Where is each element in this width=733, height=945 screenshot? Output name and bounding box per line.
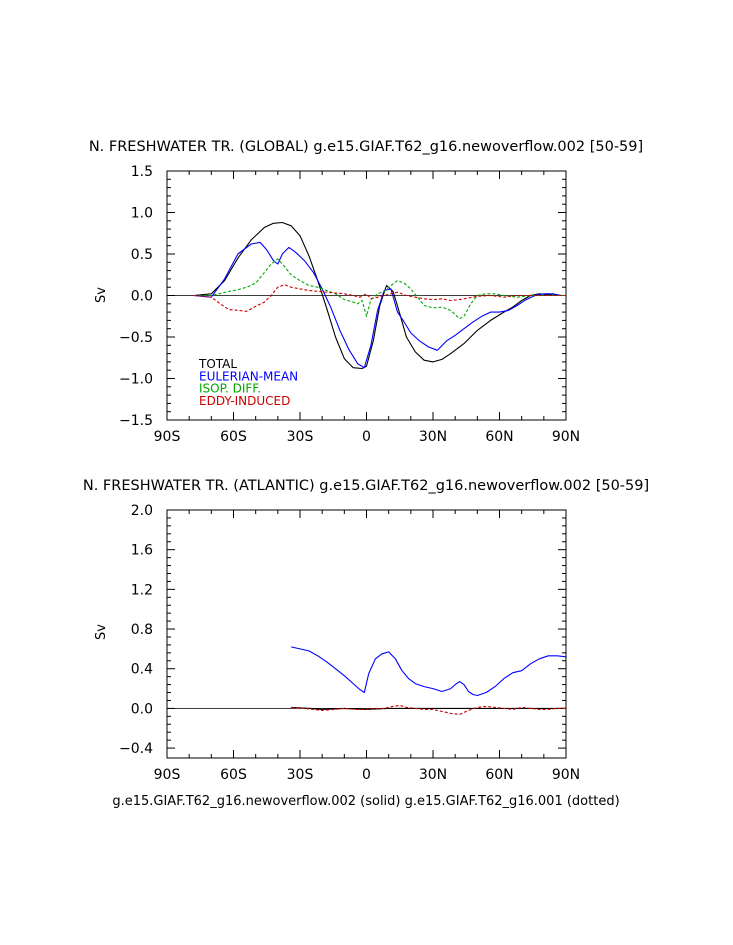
global-axes: 90S 60S 30S 0 30N 60N 90N −1.5 −1.0 −0.5 0.0 0.5 1.0… (119, 164, 580, 445)
atlantic-y-tick-label: 0.8 (131, 622, 153, 638)
global-y-tick-label: 0.0 (131, 289, 153, 305)
atlantic-x-tick-label: 0 (362, 767, 371, 783)
atlantic-y-tick-label: 0.4 (131, 662, 153, 678)
atlantic-x-tick-label: 60S (220, 767, 247, 783)
atlantic-x-tick-label: 30N (419, 767, 447, 783)
atlantic-x-tick-label: 90N (552, 767, 580, 783)
global-y-tick-label: 0.5 (131, 247, 153, 263)
figure-caption: g.e15.GIAF.T62_g16.newoverflow.002 (soli… (112, 794, 619, 809)
global-series-isop-diff (193, 258, 566, 320)
atlantic-series-line-2 (291, 704, 566, 715)
atlantic-axes: 90S 60S 30S 0 30N 60N 90N −0.4 0.0 0.4 0.8 1.2 1.6 2.… (119, 503, 580, 783)
global-series-eddy-induced (193, 284, 566, 312)
global-y-tick-label: −1.5 (119, 413, 153, 429)
atlantic-x-tick-label: 90S (154, 767, 181, 783)
global-x-tick-label: 30S (287, 429, 314, 445)
global-y-axis-label: Sv (94, 287, 109, 303)
global-y-tick-label: −0.5 (119, 330, 153, 346)
atlantic-series (290, 646, 567, 715)
legend-entry: EULERIAN-MEAN (199, 369, 298, 383)
global-x-tick-label: 0 (362, 429, 371, 445)
atlantic-y-tick-label: 1.6 (131, 543, 153, 559)
global-x-tick-label: 60N (485, 429, 513, 445)
atlantic-y-tick-label: 0.0 (131, 701, 153, 717)
atlantic-x-tick-label: 30S (287, 767, 314, 783)
global-series (193, 221, 566, 370)
global-title: N. FRESHWATER TR. (GLOBAL) g.e15.GIAF.T6… (89, 139, 643, 155)
legend-entry: EDDY-INDUCED (199, 394, 290, 408)
global-x-tick-label: 60S (220, 429, 247, 445)
global-y-tick-label: 1.5 (131, 164, 153, 180)
atlantic-series-line-0 (290, 646, 567, 697)
legend-entry: TOTAL (198, 357, 237, 371)
atlantic-y-tick-label: 2.0 (131, 503, 153, 519)
atlantic-panel: N. FRESHWATER TR. (ATLANTIC) g.e15.GIAF.… (83, 478, 649, 783)
global-x-tick-label: 30N (419, 429, 447, 445)
atlantic-x-tick-label: 60N (485, 767, 513, 783)
atlantic-title: N. FRESHWATER TR. (ATLANTIC) g.e15.GIAF.… (83, 478, 649, 494)
global-x-tick-label: 90S (154, 429, 181, 445)
atlantic-y-tick-label: 1.2 (131, 582, 153, 598)
atlantic-y-axis-label: Sv (94, 624, 109, 640)
global-y-tick-label: −1.0 (119, 372, 153, 388)
global-x-tick-label: 90N (552, 429, 580, 445)
atlantic-y-tick-label: −0.4 (119, 741, 153, 757)
global-y-tick-label: 1.0 (131, 206, 153, 222)
legend-entry: ISOP. DIFF. (199, 382, 261, 396)
global-panel: N. FRESHWATER TR. (GLOBAL) g.e15.GIAF.T6… (89, 139, 643, 445)
